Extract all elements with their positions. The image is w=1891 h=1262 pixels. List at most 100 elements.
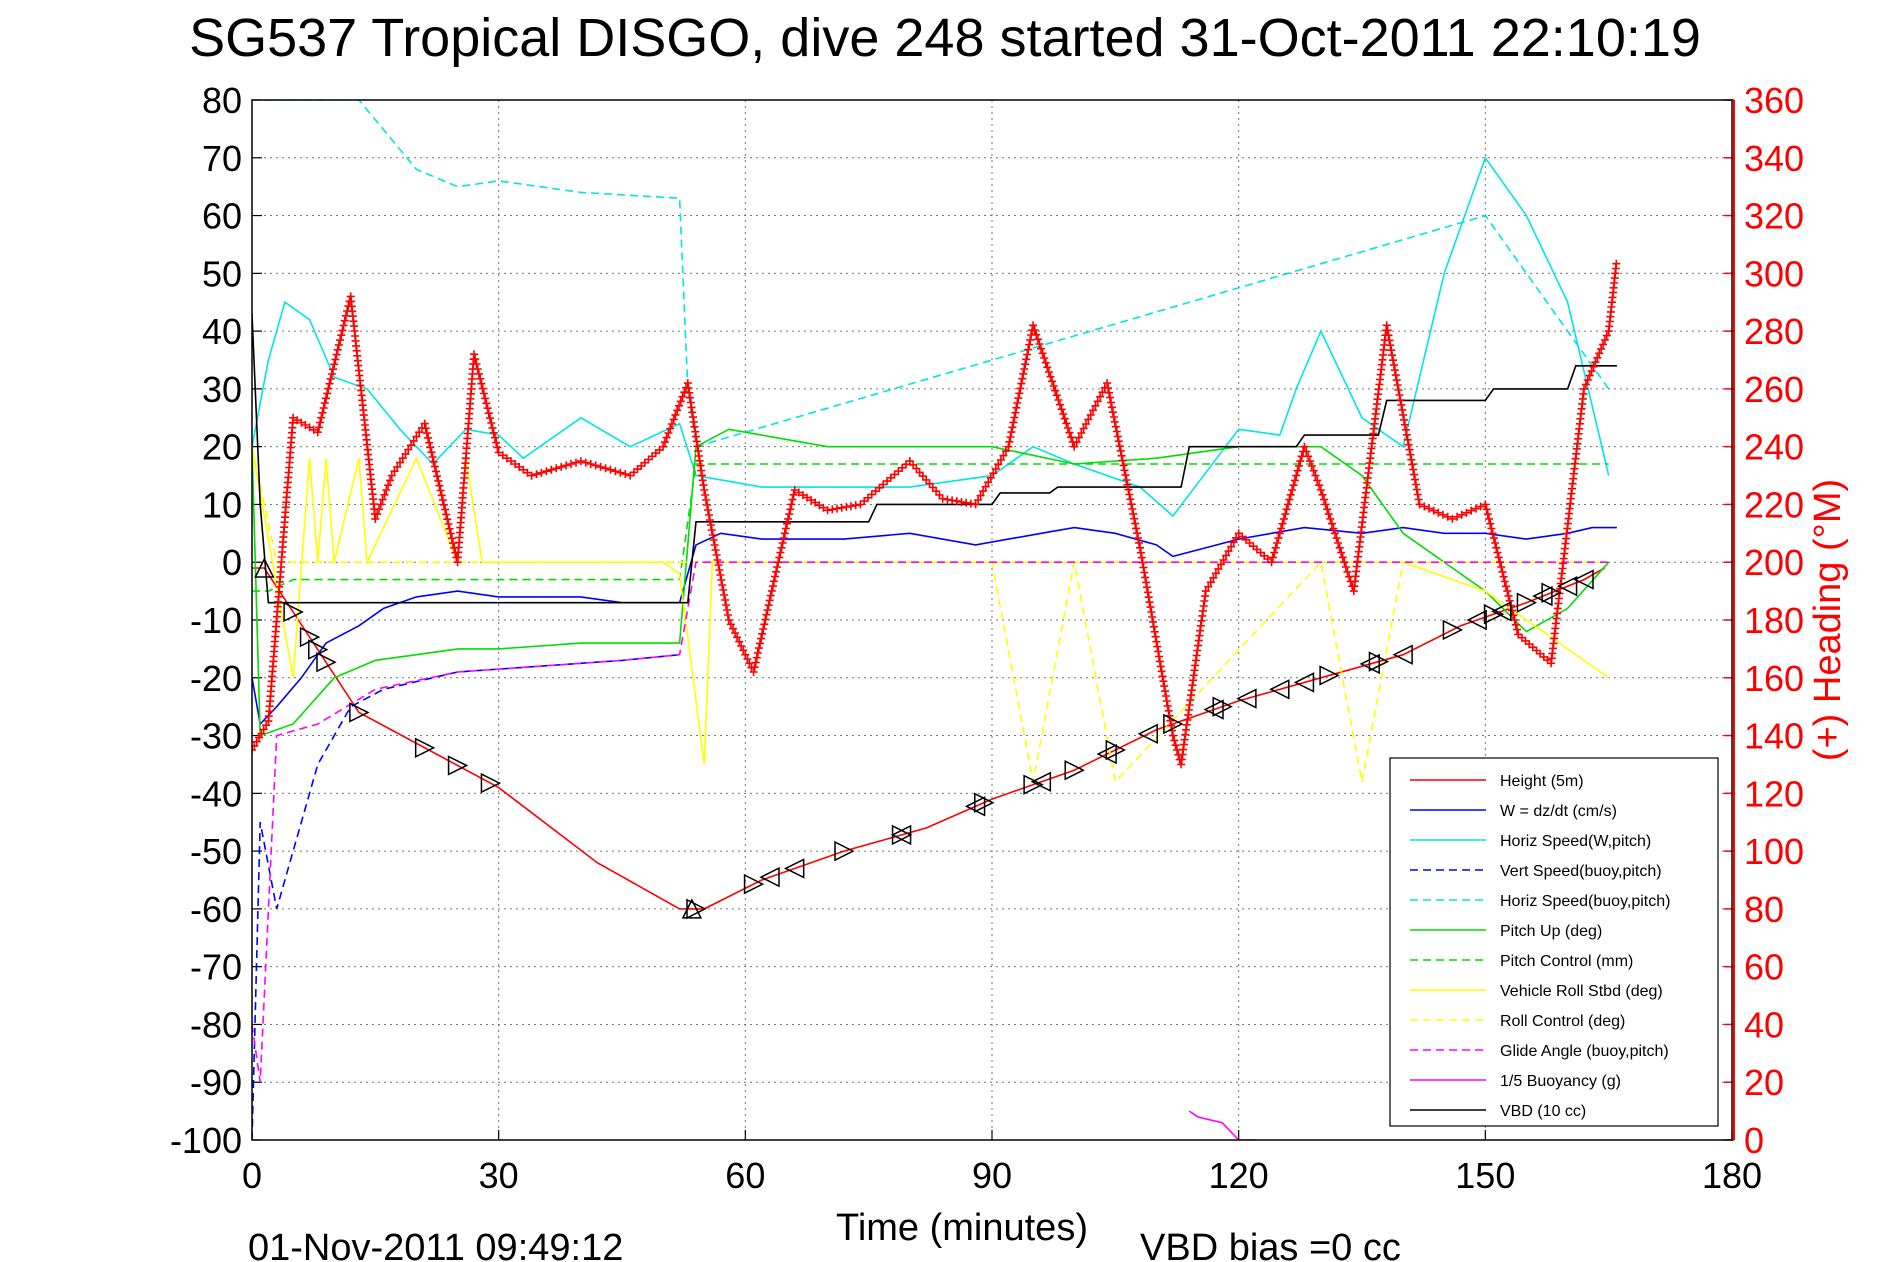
- heading-point: [473, 365, 482, 373]
- legend-label: W = dz/dt (cm/s): [1500, 803, 1617, 820]
- heading-point: [1323, 505, 1332, 514]
- heading-point: [481, 394, 490, 403]
- heading-point: [1268, 553, 1277, 562]
- heading-point: [1091, 401, 1100, 410]
- heading-point: [581, 458, 590, 467]
- heading-point: [441, 505, 450, 514]
- y-tick-label: -20: [190, 658, 242, 699]
- heading-point: [1157, 667, 1166, 676]
- heading-point: [741, 650, 750, 659]
- heading-point: [435, 481, 444, 490]
- heading-point: [1128, 505, 1137, 513]
- heading-point: [1060, 414, 1069, 423]
- heading-point: [1313, 476, 1322, 485]
- heading-point: [762, 610, 771, 619]
- heading-point: [1403, 435, 1412, 444]
- y-tick-label: -70: [190, 947, 242, 988]
- heading-point: [396, 458, 404, 467]
- heading-point: [1285, 495, 1294, 504]
- heading-point: [1030, 326, 1039, 334]
- heading-point: [322, 394, 330, 403]
- grid: [252, 100, 1732, 1140]
- heading-point: [767, 586, 776, 595]
- heading-point: [659, 442, 668, 451]
- heading-point: [807, 496, 816, 505]
- y2-tick-label: 260: [1744, 369, 1804, 410]
- heading-point: [1467, 506, 1476, 515]
- heading-point: [489, 428, 498, 437]
- heading-point: [1500, 577, 1509, 586]
- heading-point: [787, 500, 796, 509]
- marker-left-triangle: [759, 866, 780, 888]
- heading-point: [532, 470, 541, 479]
- heading-point: [333, 345, 342, 354]
- heading-point: [596, 462, 605, 471]
- heading-point: [717, 576, 726, 584]
- heading-point: [1105, 388, 1113, 397]
- heading-point: [339, 321, 348, 330]
- y2-tick-label: 360: [1744, 80, 1804, 121]
- heading-point: [1295, 461, 1303, 470]
- heading-point: [591, 461, 600, 470]
- x-tick-label: 150: [1455, 1155, 1515, 1196]
- heading-point: [1384, 331, 1393, 340]
- heading-point: [1021, 360, 1030, 369]
- heading-point: [1132, 524, 1141, 533]
- heading-point: [1134, 534, 1143, 543]
- y-tick-label: 60: [202, 196, 242, 237]
- heading-point: [1487, 524, 1496, 533]
- heading-point: [1309, 466, 1318, 475]
- heading-point: [707, 526, 716, 534]
- series-line-1-5-buoyancy-g: [1188, 1110, 1256, 1140]
- marker-right-triangle: [834, 840, 855, 862]
- heading-point: [720, 591, 729, 599]
- marker-right-triangle: [1368, 651, 1390, 672]
- heading-point: [412, 432, 421, 441]
- heading-point: [1005, 437, 1014, 446]
- heading-point: [718, 581, 727, 589]
- x-tick-label: 120: [1209, 1155, 1269, 1196]
- heading-point: [1327, 519, 1336, 528]
- heading-point: [1117, 451, 1126, 460]
- chart-title: SG537 Tropical DISGO, dive 248 started 3…: [189, 8, 1701, 68]
- heading-point: [1161, 687, 1170, 696]
- heading-point: [1006, 433, 1015, 441]
- heading-point: [1302, 447, 1311, 456]
- heading-point: [409, 436, 418, 445]
- heading-point: [715, 566, 724, 574]
- heading-point: [1321, 500, 1330, 509]
- heading-point: [952, 497, 961, 506]
- heading-point: [1033, 335, 1042, 344]
- series-line-vbd-10-cc: [252, 313, 1617, 604]
- heading-point: [1044, 368, 1053, 376]
- heading-point: [722, 601, 730, 609]
- heading-point: [803, 493, 811, 502]
- heading-point: [1290, 476, 1299, 485]
- heading-point: [257, 729, 266, 738]
- y-tick-label: 30: [202, 369, 242, 410]
- heading-point: [1395, 391, 1404, 399]
- y2-tick-label: 0: [1744, 1120, 1764, 1161]
- heading-point: [823, 506, 832, 515]
- marker-left-triangle: [1556, 575, 1578, 597]
- heading-point: [1497, 563, 1506, 571]
- legend-label: Vehicle Roll Stbd (deg): [1500, 983, 1663, 1000]
- heading-point: [1510, 616, 1519, 624]
- heading-point: [537, 468, 546, 477]
- heading-point: [760, 620, 769, 629]
- heading-point: [1025, 340, 1034, 349]
- heading-point: [1471, 504, 1480, 513]
- heading-point: [1429, 506, 1438, 515]
- heading-point: [1019, 369, 1028, 378]
- heading-point: [1018, 374, 1027, 383]
- heading-point: [847, 502, 855, 511]
- heading-point: [1320, 495, 1328, 504]
- series-line-w-dz-dt-cm-s: [252, 526, 1617, 726]
- heading-point: [991, 464, 1000, 473]
- heading-point: [1434, 508, 1443, 517]
- heading-point: [427, 448, 436, 457]
- heading-point: [811, 498, 820, 507]
- heading-point: [1279, 514, 1288, 523]
- heading-point: [324, 384, 333, 393]
